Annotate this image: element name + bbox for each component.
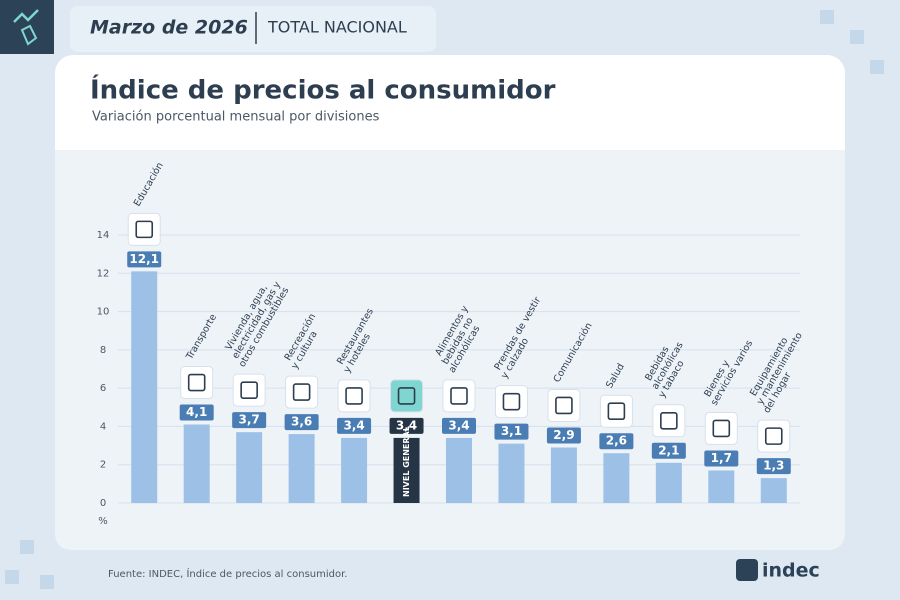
bar — [498, 443, 525, 503]
corner-icon — [13, 9, 39, 23]
value-label: 4,1 — [186, 405, 207, 419]
value-label: 1,3 — [763, 459, 784, 473]
bar — [708, 470, 735, 503]
value-label-box — [232, 412, 267, 429]
icon-box — [337, 379, 371, 413]
y-tick-label: 6 — [100, 383, 106, 394]
value-label: 3,6 — [291, 415, 312, 429]
icon-box — [285, 375, 319, 409]
value-label: 3,4 — [396, 418, 417, 432]
value-label-box — [389, 417, 424, 434]
icon — [240, 381, 258, 399]
value-label: 3,1 — [501, 424, 522, 438]
value-label: 3,4 — [448, 418, 469, 432]
bar — [183, 424, 210, 503]
bar — [393, 437, 420, 503]
icon — [502, 392, 521, 411]
category-label: NIVEL GENERAL — [402, 426, 411, 497]
value-label-box — [179, 404, 214, 421]
icon-box — [232, 373, 266, 407]
icon — [292, 383, 311, 401]
icon — [555, 396, 573, 415]
value-label-box — [127, 251, 162, 268]
y-tick-label: 0 — [100, 498, 106, 509]
value-label-box — [494, 423, 529, 440]
icon — [397, 387, 416, 405]
y-tick-label: 14 — [97, 230, 110, 241]
chart-subtitle: Variación porcentual mensual por divisio… — [92, 110, 380, 125]
icon — [135, 220, 154, 239]
icon-box — [127, 212, 161, 246]
value-label-box — [337, 417, 372, 434]
bar — [341, 437, 368, 503]
header-scope: TOTAL NACIONAL — [267, 18, 407, 37]
icon — [660, 411, 678, 430]
header-date: Marzo de 2026 — [90, 17, 248, 39]
icon — [187, 373, 206, 392]
y-tick-label: 8 — [100, 345, 106, 356]
icon-box — [704, 411, 738, 445]
value-label: 1,7 — [711, 451, 732, 465]
icon — [345, 387, 363, 405]
icon — [607, 402, 626, 421]
icon — [450, 387, 468, 405]
value-label: 2,9 — [553, 428, 574, 442]
icon-box — [757, 419, 791, 453]
value-label-box — [599, 433, 634, 450]
value-label-box — [704, 450, 739, 467]
header-tab — [70, 6, 436, 52]
icon-box — [494, 385, 528, 419]
y-unit: % — [98, 516, 108, 527]
icon-box — [599, 394, 633, 428]
bar — [288, 434, 315, 503]
icon-box — [442, 379, 476, 413]
bar — [550, 447, 577, 503]
logo-text: indec — [762, 560, 820, 582]
value-label: 12,1 — [129, 252, 159, 266]
y-tick-label: 12 — [97, 268, 110, 279]
source: Fuente: INDEC, Índice de precios al cons… — [108, 567, 347, 580]
icon-box — [390, 379, 424, 413]
y-tick-label: 10 — [97, 307, 110, 318]
value-label-box — [284, 414, 319, 431]
icon-box — [180, 366, 214, 400]
corner-icon — [20, 24, 38, 46]
value-label: 3,4 — [343, 418, 364, 432]
value-label: 2,6 — [606, 434, 627, 448]
value-label: 3,7 — [239, 413, 260, 427]
value-label-box — [651, 442, 686, 459]
value-label: 2,1 — [658, 443, 679, 457]
icon — [712, 419, 731, 438]
value-label-box — [442, 417, 476, 434]
bar — [760, 478, 787, 503]
bar — [603, 453, 630, 503]
value-label-box — [756, 458, 791, 475]
icon — [764, 427, 783, 445]
bar — [236, 432, 263, 503]
chart-title: Índice de precios al consumidor — [90, 74, 556, 106]
icon-box — [547, 388, 581, 422]
y-tick-label: 2 — [100, 460, 106, 471]
decoration — [5, 10, 884, 589]
logo-icon — [736, 559, 758, 581]
bar — [655, 462, 682, 503]
bar — [131, 271, 158, 503]
bar — [446, 437, 472, 503]
y-tick-label: 4 — [100, 421, 106, 432]
value-label-box — [546, 427, 581, 444]
icon-box — [652, 404, 686, 438]
